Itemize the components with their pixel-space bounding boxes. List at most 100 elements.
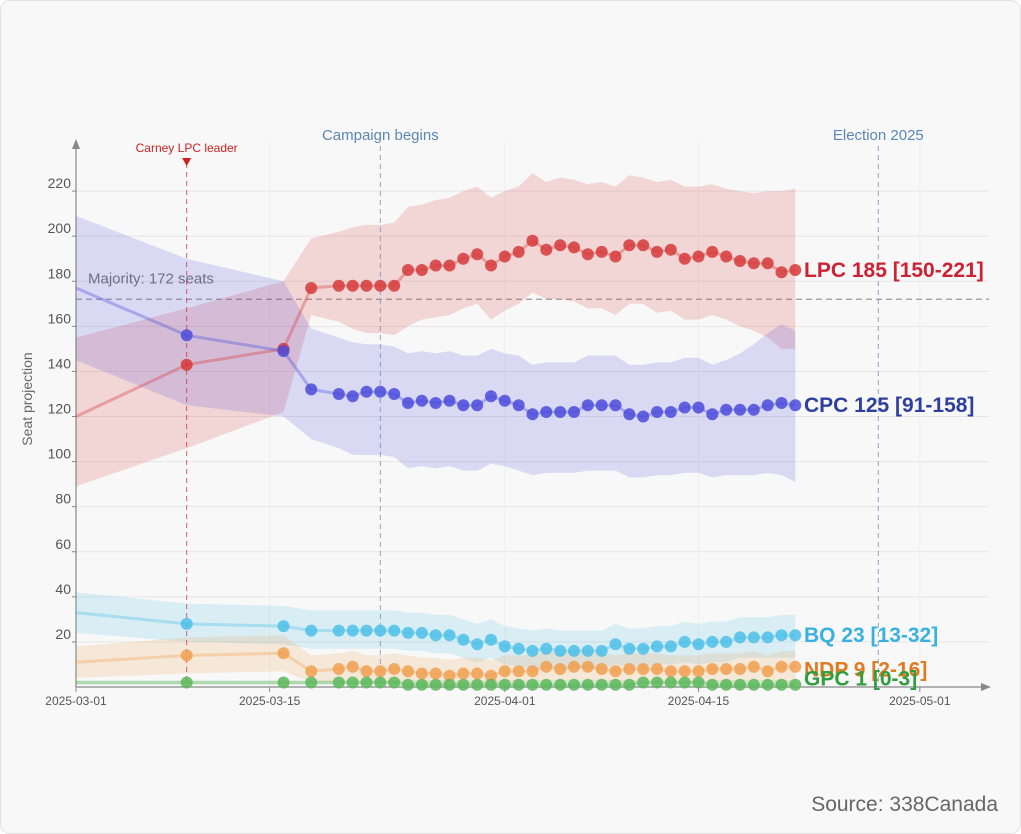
lpc-point [637,239,650,252]
bq-point [443,629,456,642]
gpc-point [415,678,428,691]
lpc-point [664,243,677,256]
lpc-point [332,279,345,292]
gpc-point [305,676,318,689]
cpc-point [457,399,470,412]
bq-point [692,638,705,651]
cpc-point [180,329,193,342]
ndp-point [402,665,414,678]
cpc-band [76,215,796,482]
lpc-point [415,264,428,276]
gpc-point [457,678,470,691]
gpc-point [678,676,691,689]
ndp-point [775,660,788,673]
cpc-point [388,388,401,400]
gpc-point [485,678,497,691]
bq-point [678,635,691,648]
cpc-point [678,401,691,414]
ndp-point [360,665,373,678]
lpc-point [734,255,746,267]
cpc-point [526,408,539,421]
bq-point [471,638,484,651]
ndp-point [706,663,719,675]
bq-point [609,638,622,651]
gpc-point [526,678,539,691]
gpc-point [346,676,359,689]
event-markers: Carney LPC leader Campaign begins Election… [136,127,924,687]
bq-end-label: BQ 23 [13-32] [804,624,938,647]
gpc-end-label: GPC 1 [0-3] [804,668,917,691]
y-tick-label: 220 [48,175,72,191]
cpc-point [595,399,608,412]
x-tick-label: 2025-05-01 [889,694,951,708]
lpc-point [609,250,622,263]
ndp-point [568,660,580,673]
event-marker-triangle [182,158,192,166]
lpc-point [761,257,774,270]
cpc-point [512,399,525,412]
lpc-point [581,248,594,261]
lpc-point [498,250,511,263]
cpc-point [429,397,442,409]
lpc-point [747,257,760,270]
cpc-point [720,403,733,416]
bq-point [706,635,719,648]
axes: 20 40 60 80 100 120 140 160 180 200 220 2025-03-01 2… [45,139,991,708]
gpc-point [429,678,442,691]
lpc-point [429,259,442,272]
lpc-point [540,243,553,256]
cpc-point [415,394,428,407]
cpc-point [277,345,290,358]
gpc-point [775,678,788,691]
lpc-point [720,250,733,263]
cpc-point [692,401,705,414]
bq-point [512,642,525,655]
gpc-point [443,678,456,691]
bq-point [277,620,290,633]
bq-point [415,626,428,639]
bq-point [332,624,345,637]
bq-point [637,642,650,655]
cpc-point [761,399,774,412]
y-tick-label: 200 [48,220,72,236]
y-tick-label: 180 [48,265,72,281]
event-label: Campaign begins [322,127,439,144]
bq-point [595,644,608,657]
cpc-point [402,397,414,409]
cpc-point [775,397,788,409]
bq-point [402,626,414,639]
lpc-point [388,279,401,292]
gpc-point [734,678,746,691]
gpc-point [374,676,387,689]
y-axis-label: Seat projection [19,352,35,445]
bq-point [568,644,580,657]
lpc-point [623,239,636,252]
gpc-point [720,678,733,691]
ndp-point [747,660,760,673]
ndp-point [443,669,456,682]
ndp-end-label: NDP 9 [2-16] [804,659,927,682]
ndp-point [429,667,442,680]
cpc-point [734,403,746,416]
ndp-point [623,663,636,675]
bq-point [581,644,594,657]
bq-point [623,642,636,655]
majority-label: Majority: 172 seats [88,270,214,287]
gpc-point [388,676,401,689]
lpc-point [374,279,387,292]
x-tick-label: 2025-03-01 [45,694,107,708]
bq-point [360,624,373,637]
ndp-point [332,663,345,675]
lpc-point [678,252,691,265]
ndp-point [374,665,387,678]
cpc-point [305,383,318,396]
lpc-point [443,259,456,272]
ndp-point [734,663,746,675]
ndp-point [664,665,677,678]
confidence-bands [76,173,796,687]
ndp-point [720,663,733,675]
gpc-point [332,676,345,689]
event-label: Carney LPC leader [136,141,238,155]
y-tick-label: 120 [48,401,72,417]
